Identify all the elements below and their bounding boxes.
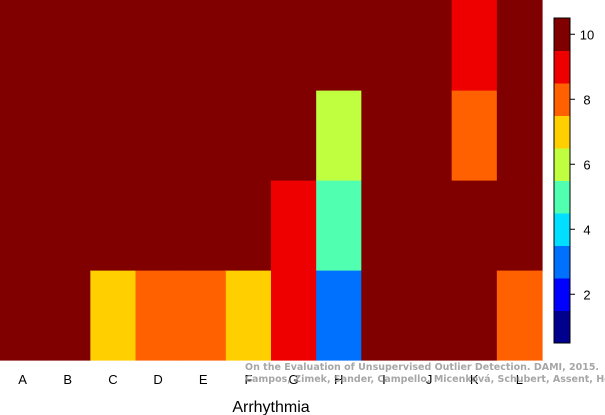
heatmap-cell-i-1: [361, 180, 408, 271]
colorbar-segment-3: [554, 213, 570, 246]
x-tick-labels: A B C D E F G H I J K L: [18, 372, 523, 387]
heatmap-cell-b-0: [45, 270, 91, 361]
heatmap-cell-l-2: [496, 90, 543, 181]
x-tick-label-k: K: [470, 372, 479, 387]
heatmap-cell-f-2: [225, 90, 272, 181]
colorbar-segment-7: [554, 83, 570, 116]
heatmap-cell-e-1: [180, 180, 227, 271]
colorbar-tick-label-4: 4: [583, 222, 590, 237]
colorbar: [553, 17, 571, 344]
heatmap-cell-e-2: [180, 90, 227, 181]
colorbar-segment-8: [554, 50, 570, 84]
x-tick-label-j: J: [426, 372, 433, 387]
heatmap-cells: [0, 0, 543, 361]
heatmap-cell-d-1: [135, 180, 182, 271]
heatmap-cell-h-3: [316, 0, 362, 91]
watermark-line-1: On the Evaluation of Unsupervised Outlie…: [245, 362, 600, 373]
colorbar-segment-5: [554, 148, 570, 181]
heatmap-cell-j-1: [406, 180, 453, 271]
heatmap-cell-k-1: [451, 180, 498, 271]
heatmap-cell-j-3: [406, 0, 453, 91]
heatmap-cell-g-3: [271, 0, 317, 91]
x-tick-label-b: B: [63, 372, 72, 387]
heatmap-cell-c-2: [90, 90, 137, 181]
colorbar-segment-0: [554, 310, 570, 344]
x-tick-label-g: G: [289, 372, 299, 387]
heatmap-cell-d-0: [135, 270, 182, 361]
heatmap-cell-b-1: [45, 180, 91, 271]
heatmap-cell-c-1: [90, 180, 137, 271]
heatmap-cell-f-1: [225, 180, 272, 271]
x-tick-label-a: A: [18, 372, 27, 387]
heatmap-cell-h-1: [316, 180, 362, 271]
heatmap-cell-i-3: [361, 0, 408, 91]
x-axis-title: Arrhythmia: [232, 399, 309, 415]
watermark-line-2: Campos, Zimek, Sander, Campello, Micenko…: [245, 374, 605, 385]
x-tick-label-f: F: [244, 372, 252, 387]
heatmap-cell-k-2: [451, 90, 498, 181]
heatmap-cell-i-0: [361, 270, 408, 361]
heatmap-cell-f-0: [225, 270, 272, 361]
x-tick-label-i: I: [382, 372, 386, 387]
heatmap-cell-l-3: [496, 0, 543, 91]
colorbar-segment-1: [554, 278, 570, 311]
heatmap-cell-h-0: [316, 270, 362, 361]
heatmap-cell-b-2: [45, 90, 91, 181]
watermark: On the Evaluation of Unsupervised Outlie…: [245, 362, 605, 386]
heatmap-cell-g-2: [271, 90, 317, 181]
colorbar-tick-label-6: 6: [583, 157, 590, 172]
colorbar-tick-label-10: 10: [580, 27, 594, 42]
colorbar-segment-9: [554, 18, 570, 51]
x-tick-label-h: H: [334, 372, 343, 387]
heatmap-cell-h-2: [316, 90, 362, 181]
heatmap-cell-e-3: [180, 0, 227, 91]
colorbar-segment-6: [554, 115, 570, 149]
heatmap-cell-d-2: [135, 90, 182, 181]
heatmap-cell-g-1: [271, 180, 317, 271]
heatmap-cell-e-0: [180, 270, 227, 361]
heatmap-cell-b-3: [45, 0, 91, 91]
x-tick-label-c: C: [108, 372, 117, 387]
colorbar-segment-4: [554, 180, 570, 214]
heatmap-cell-f-3: [225, 0, 272, 91]
heatmap-cell-k-3: [451, 0, 498, 91]
heatmap-cell-j-0: [406, 270, 453, 361]
heatmap-cell-a-2: [0, 90, 46, 181]
colorbar-segment-2: [554, 245, 570, 279]
x-tick-label-d: D: [153, 372, 162, 387]
heatmap-cell-c-3: [90, 0, 137, 91]
colorbar-ticks: 2 4 6 8 10: [570, 27, 594, 302]
heatmap-cell-a-0: [0, 270, 46, 361]
colorbar-frame: [553, 17, 571, 344]
x-tick-label-l: L: [516, 372, 523, 387]
heatmap-cell-k-0: [451, 270, 498, 361]
heatmap-cell-a-3: [0, 0, 46, 91]
colorbar-tick-label-2: 2: [583, 287, 590, 302]
heatmap-cell-c-0: [90, 270, 137, 361]
heatmap-cell-d-3: [135, 0, 182, 91]
heatmap-cell-g-0: [271, 270, 317, 361]
x-tick-label-e: E: [199, 372, 208, 387]
heatmap-cell-l-0: [496, 270, 543, 361]
heatmap-cell-l-1: [496, 180, 543, 271]
heatmap-cell-j-2: [406, 90, 453, 181]
colorbar-tick-label-8: 8: [583, 92, 590, 107]
heatmap-cell-i-2: [361, 90, 408, 181]
heatmap-cell-a-1: [0, 180, 46, 271]
